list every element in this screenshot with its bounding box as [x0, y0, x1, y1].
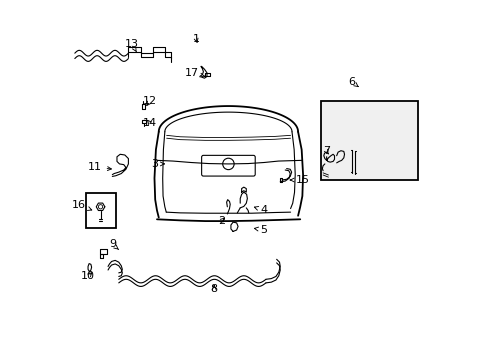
Text: 4: 4 — [254, 205, 267, 215]
Text: 14: 14 — [142, 118, 157, 128]
Text: 10: 10 — [81, 271, 95, 282]
Text: 8: 8 — [210, 284, 217, 294]
Text: 9: 9 — [108, 239, 119, 249]
Text: 5: 5 — [254, 225, 267, 235]
Text: 2: 2 — [217, 216, 224, 226]
Text: 7: 7 — [323, 147, 329, 157]
Bar — [85, 193, 116, 228]
Text: 15: 15 — [290, 175, 310, 185]
Text: 1: 1 — [192, 34, 199, 44]
Text: 3: 3 — [151, 159, 164, 169]
Bar — [321, 102, 417, 180]
Text: 16: 16 — [71, 200, 92, 211]
Text: 6: 6 — [347, 77, 357, 87]
Text: 17: 17 — [184, 68, 204, 78]
Text: 11: 11 — [87, 162, 111, 172]
Text: 12: 12 — [142, 96, 157, 107]
Text: 13: 13 — [125, 39, 139, 52]
